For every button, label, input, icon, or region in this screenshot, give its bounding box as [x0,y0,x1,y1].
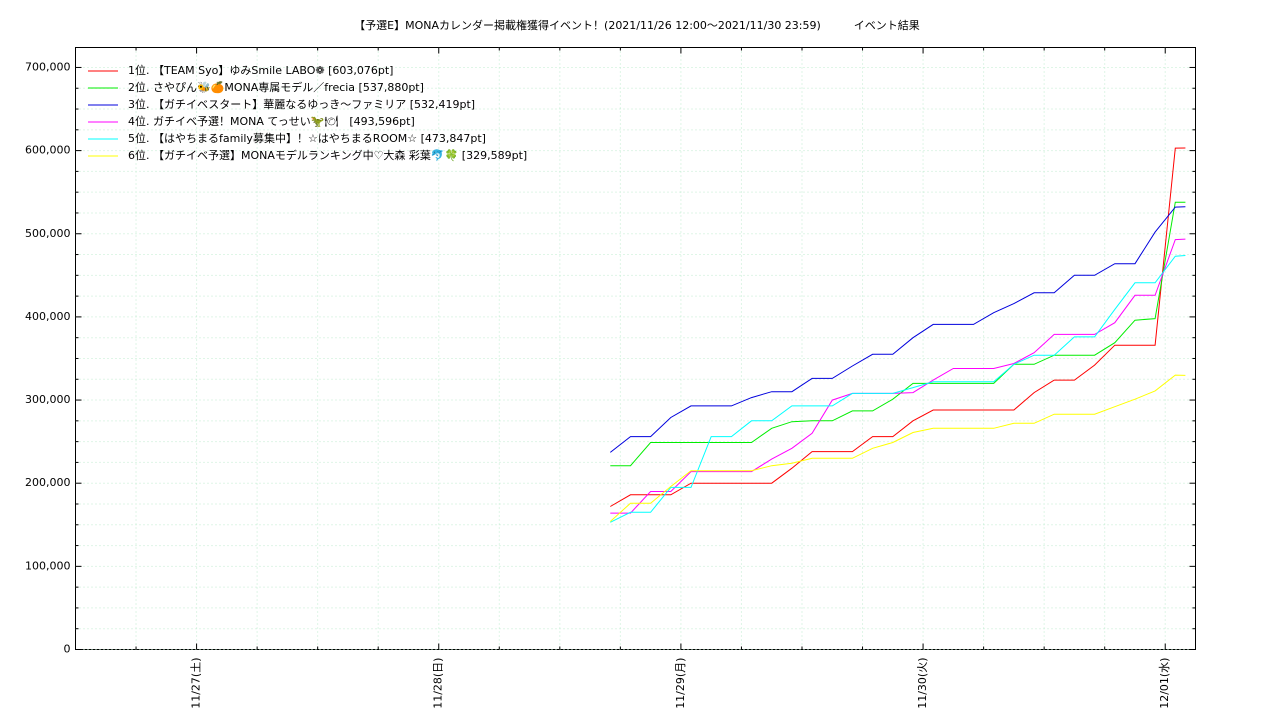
y-tick-label: 500,000 [25,227,71,240]
legend-label: 6位. 【ガチイベ予選】MONAモデルランキング中♡大森 彩葉🐬🍀 [329,5… [128,148,527,162]
x-tick-label: 11/29(月) [674,658,687,709]
x-tick-label: 11/28(日) [432,658,445,709]
series-line [610,238,1186,514]
y-tick-label: 200,000 [25,476,71,489]
legend-label: 3位. 【ガチイベスタート】華麗なるゆっき〜ファミリア [532,419pt] [128,97,475,111]
series-line [610,255,1186,523]
series-line [610,201,1186,467]
series-line [610,147,1186,507]
y-tick-label: 600,000 [25,144,71,157]
y-tick-label: 400,000 [25,310,71,323]
chart-title: 【予選E】MONAカレンダー掲載権獲得イベント！(2021/11/26 12:0… [354,18,920,32]
legend-label: 2位. さやぴん🐝🍊MONA専属モデル／frecia [537,880pt] [128,80,424,94]
series-line [609,374,1186,522]
legend-label: 5位. 【はやちまるfamily募集中】！☆はやちまるROOM☆ [473,84… [128,131,486,145]
y-tick-label: 700,000 [25,60,71,73]
y-tick-label: 300,000 [25,393,71,406]
legend-label: 4位. ガチイベ予選！MONA てっせい🦖🍽 [493,596pt] [128,114,415,128]
x-tick-label: 11/30(火) [916,658,929,709]
y-tick-label: 0 [64,643,71,656]
legend-label: 1位. 【TEAM Syo】ゆみSmile LABO❁ [603,076pt] [128,63,393,77]
x-tick-label: 11/27(土) [190,658,203,709]
series-line [609,206,1186,453]
x-tick-label: 12/01(水) [1158,658,1171,709]
y-tick-label: 100,000 [25,559,71,572]
